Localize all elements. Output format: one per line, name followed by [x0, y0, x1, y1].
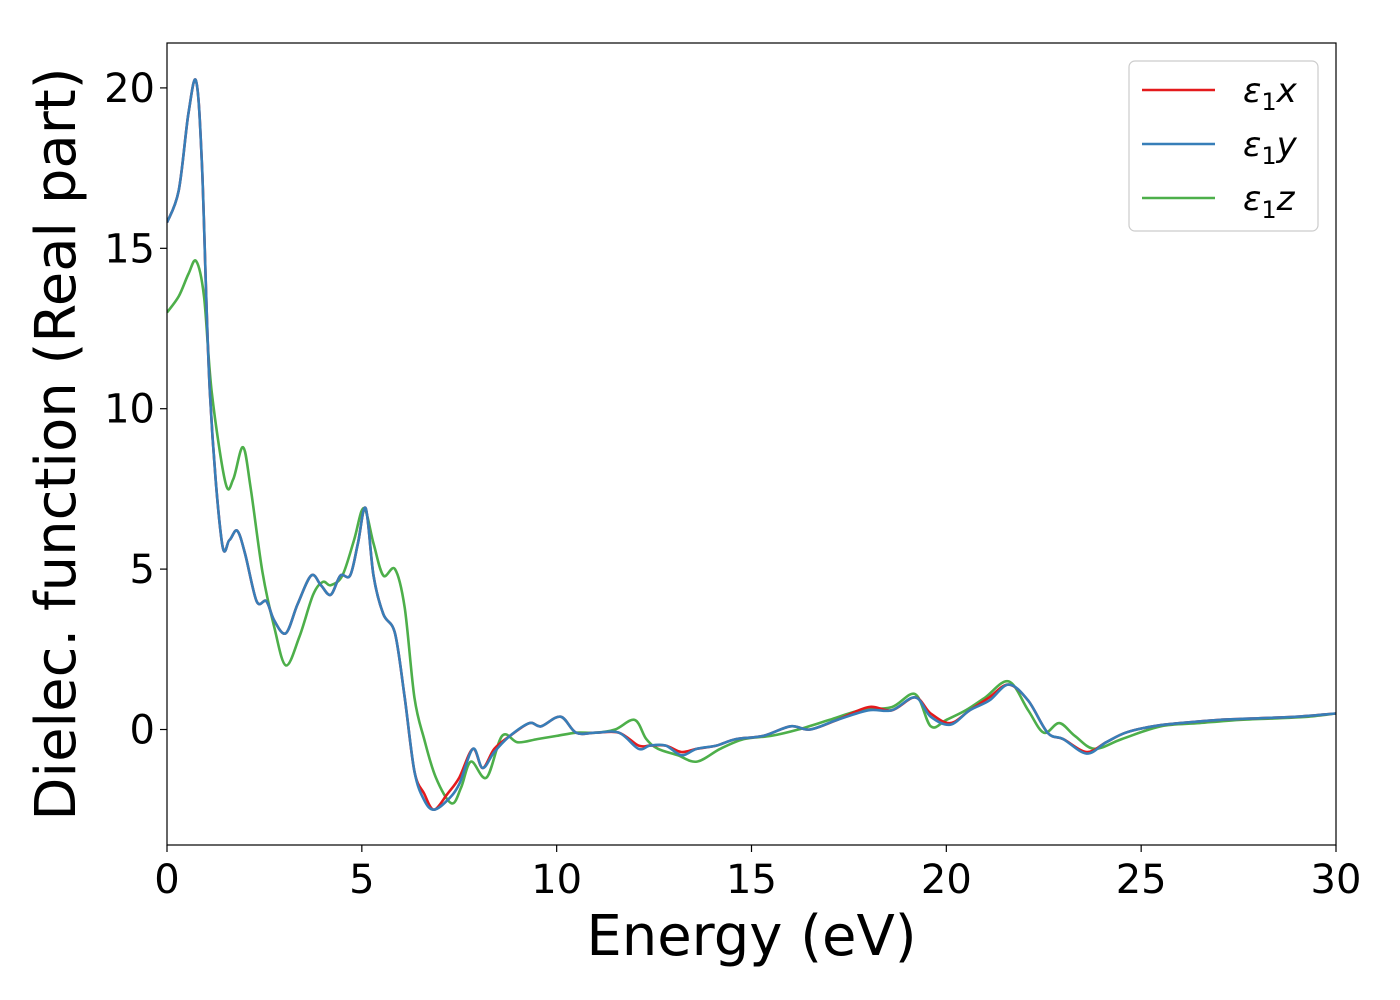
ticks-layer: 0 5 10 15 20 25 30 0 5 10 15 20 — [104, 66, 1361, 903]
legend-items: ε1x ε1y ε1z — [1142, 71, 1298, 224]
x-tick-label: 15 — [726, 857, 777, 903]
series-line-y — [167, 78, 1336, 811]
legend: ε1x ε1y ε1z — [1128, 60, 1319, 232]
x-tick-label: 5 — [349, 857, 374, 903]
x-axis-label: Energy (eV) — [586, 904, 916, 969]
y-axis-label: Dielec. function (Real part) — [24, 67, 89, 820]
series-line-z — [167, 259, 1336, 805]
series-layer — [167, 78, 1336, 811]
x-tick-label: 30 — [1311, 857, 1362, 903]
legend-label-y: ε1y — [1243, 125, 1298, 170]
x-tick-label: 0 — [154, 857, 179, 903]
x-tick-label: 20 — [921, 857, 972, 903]
y-tick-label: 20 — [104, 66, 155, 112]
y-tick-label: 5 — [130, 547, 155, 593]
x-tick-label: 25 — [1116, 857, 1167, 903]
legend-label-z: ε1z — [1243, 179, 1296, 224]
legend-label-x: ε1x — [1243, 71, 1298, 116]
y-tick-label: 0 — [130, 708, 155, 754]
legend-box — [1128, 60, 1319, 232]
x-tick-label: 10 — [531, 857, 582, 903]
y-tick-label: 15 — [104, 226, 155, 272]
y-tick-label: 10 — [104, 387, 155, 433]
